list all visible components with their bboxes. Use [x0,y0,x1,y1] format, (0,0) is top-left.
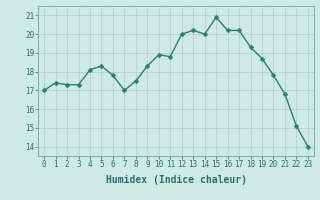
X-axis label: Humidex (Indice chaleur): Humidex (Indice chaleur) [106,175,246,185]
